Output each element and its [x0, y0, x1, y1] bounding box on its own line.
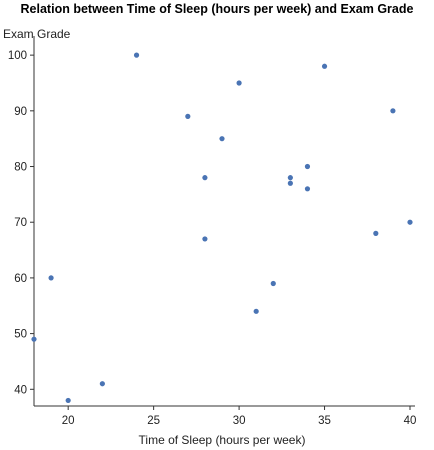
y-tick-label: 90	[14, 106, 27, 118]
data-point	[48, 275, 54, 281]
y-tick-label: 50	[14, 329, 27, 341]
y-tick-label: 40	[14, 384, 27, 396]
chart-title: Relation between Time of Sleep (hours pe…	[21, 2, 414, 16]
x-tick-label: 30	[233, 415, 246, 427]
data-point	[202, 236, 208, 242]
data-point	[287, 175, 293, 181]
x-tick-label: 20	[62, 415, 75, 427]
data-point	[31, 336, 37, 342]
y-tick-label: 100	[8, 50, 27, 62]
y-tick-label: 80	[14, 162, 27, 174]
data-point	[133, 52, 140, 58]
data-point	[236, 80, 242, 86]
x-tick-label: 25	[147, 415, 160, 427]
data-point	[321, 63, 328, 69]
x-tick-label: 35	[318, 415, 331, 427]
data-point	[219, 136, 225, 142]
y-tick-label: 70	[14, 217, 27, 229]
data-point	[99, 381, 105, 387]
x-tick-label: 40	[404, 415, 417, 427]
data-point	[287, 180, 293, 186]
data-point	[253, 308, 259, 314]
data-point	[304, 163, 311, 170]
data-point	[390, 108, 396, 114]
data-point	[304, 186, 311, 192]
ticks-layer: 20 25 30 35 40 40 50 60 70 80 90 100	[8, 50, 417, 427]
data-point	[373, 230, 379, 236]
points-layer	[31, 52, 413, 404]
data-point	[65, 397, 71, 404]
x-axis-title: Time of Sleep (hours per week)	[139, 433, 306, 447]
data-point	[270, 280, 276, 287]
data-point	[185, 113, 191, 119]
data-point	[407, 219, 413, 225]
data-point	[202, 175, 208, 181]
y-tick-label: 60	[14, 273, 27, 285]
y-axis-title: Exam Grade	[3, 27, 71, 41]
